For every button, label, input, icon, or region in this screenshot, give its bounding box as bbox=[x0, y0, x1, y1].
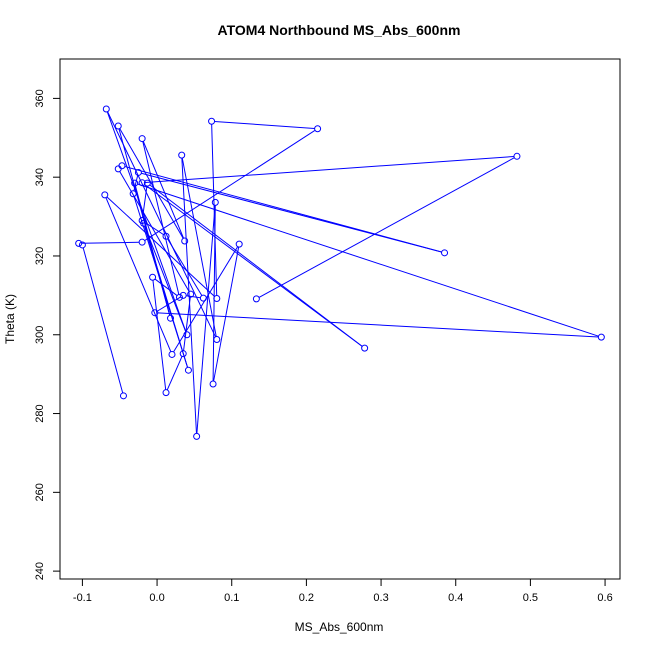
series-segment bbox=[107, 111, 216, 337]
series-segment bbox=[167, 238, 203, 296]
series-segment bbox=[144, 221, 164, 236]
data-point bbox=[114, 165, 122, 173]
series-segment bbox=[181, 157, 217, 337]
data-point bbox=[178, 151, 186, 159]
series-segment bbox=[133, 175, 139, 191]
series-segment bbox=[144, 129, 316, 241]
series-segment bbox=[214, 120, 315, 130]
data-point bbox=[179, 291, 187, 299]
data-point bbox=[101, 191, 109, 199]
x-tick-label: 0.0 bbox=[149, 592, 164, 604]
series-segment bbox=[152, 280, 167, 390]
data-point bbox=[211, 198, 219, 206]
data-point bbox=[119, 392, 127, 400]
x-tick-label: 0.4 bbox=[448, 592, 463, 604]
series-segment bbox=[134, 185, 171, 316]
x-tick-label: 0.1 bbox=[224, 592, 239, 604]
y-tick-label: 240 bbox=[34, 562, 46, 580]
data-point bbox=[187, 290, 195, 298]
data-point bbox=[75, 239, 83, 247]
series-segment bbox=[183, 297, 191, 351]
series-segment bbox=[211, 124, 218, 296]
y-tick-label: 280 bbox=[34, 404, 46, 422]
data-point bbox=[114, 122, 122, 130]
y-tick-label: 340 bbox=[34, 168, 46, 186]
plot-box bbox=[59, 58, 621, 580]
data-point bbox=[162, 389, 170, 397]
data-point bbox=[138, 238, 146, 246]
x-axis: -0.1 0.0 0.1 0.2 0.3 0.4 0.5 0.6 bbox=[73, 579, 613, 604]
data-point bbox=[138, 217, 146, 225]
data-point bbox=[138, 179, 146, 187]
y-tick-label: 300 bbox=[34, 326, 46, 344]
x-tick-label: 0.6 bbox=[597, 592, 612, 604]
series-segment bbox=[142, 185, 148, 218]
x-axis-label: MS_Abs_600nm bbox=[295, 620, 384, 634]
series-points bbox=[75, 105, 605, 440]
x-tick-label: 0.2 bbox=[299, 592, 314, 604]
data-point bbox=[361, 344, 369, 352]
data-point bbox=[131, 179, 139, 187]
data-point bbox=[134, 168, 142, 176]
series-segment bbox=[82, 247, 124, 394]
data-point bbox=[129, 190, 137, 198]
data-point bbox=[252, 295, 260, 303]
series-lines bbox=[81, 111, 599, 434]
data-point bbox=[175, 293, 183, 301]
series-segment bbox=[145, 156, 515, 183]
data-point bbox=[235, 240, 243, 248]
series-segment bbox=[196, 205, 216, 434]
data-point bbox=[118, 162, 126, 170]
data-point bbox=[213, 295, 221, 303]
y-axis: 240 260 280 300 320 340 360 bbox=[34, 89, 60, 580]
data-point bbox=[213, 335, 221, 343]
data-point bbox=[314, 125, 322, 133]
data-point bbox=[168, 350, 176, 358]
y-tick-label: 260 bbox=[34, 483, 46, 501]
data-point bbox=[513, 152, 521, 160]
series-segment bbox=[258, 157, 515, 298]
data-point bbox=[184, 366, 192, 374]
series-segment bbox=[142, 141, 180, 295]
data-point bbox=[138, 135, 146, 143]
data-point bbox=[193, 432, 201, 440]
data-point bbox=[181, 237, 189, 245]
series-segment bbox=[81, 241, 140, 244]
chart-title: ATOM4 Northbound MS_Abs_600nm bbox=[218, 22, 461, 38]
series-segment bbox=[106, 196, 215, 297]
data-point bbox=[199, 294, 207, 302]
series-segment bbox=[119, 128, 184, 239]
data-point bbox=[441, 249, 449, 257]
data-point bbox=[209, 380, 217, 388]
data-point bbox=[208, 117, 216, 125]
data-point bbox=[183, 331, 191, 339]
data-point bbox=[143, 179, 151, 187]
data-point bbox=[162, 232, 170, 240]
series-segment bbox=[124, 166, 442, 253]
data-point bbox=[597, 333, 605, 341]
series-segment bbox=[213, 247, 240, 382]
series-segment bbox=[142, 141, 185, 239]
data-point bbox=[102, 105, 110, 113]
data-point bbox=[151, 309, 159, 317]
x-tick-label: -0.1 bbox=[73, 592, 92, 604]
series-segment bbox=[105, 197, 172, 352]
series-segment bbox=[137, 183, 599, 337]
y-tick-label: 320 bbox=[34, 247, 46, 265]
data-point bbox=[149, 273, 157, 281]
series-segment bbox=[154, 278, 178, 296]
series-segment bbox=[144, 184, 363, 347]
y-axis-label: Theta (K) bbox=[3, 294, 17, 344]
data-point bbox=[179, 350, 187, 358]
x-tick-label: 0.5 bbox=[523, 592, 538, 604]
series-segment bbox=[166, 356, 183, 391]
series-segment bbox=[157, 312, 599, 338]
x-tick-label: 0.3 bbox=[373, 592, 388, 604]
series-segment bbox=[144, 225, 187, 333]
data-point bbox=[167, 314, 175, 322]
y-tick-label: 360 bbox=[34, 89, 46, 107]
data-point bbox=[78, 241, 86, 249]
